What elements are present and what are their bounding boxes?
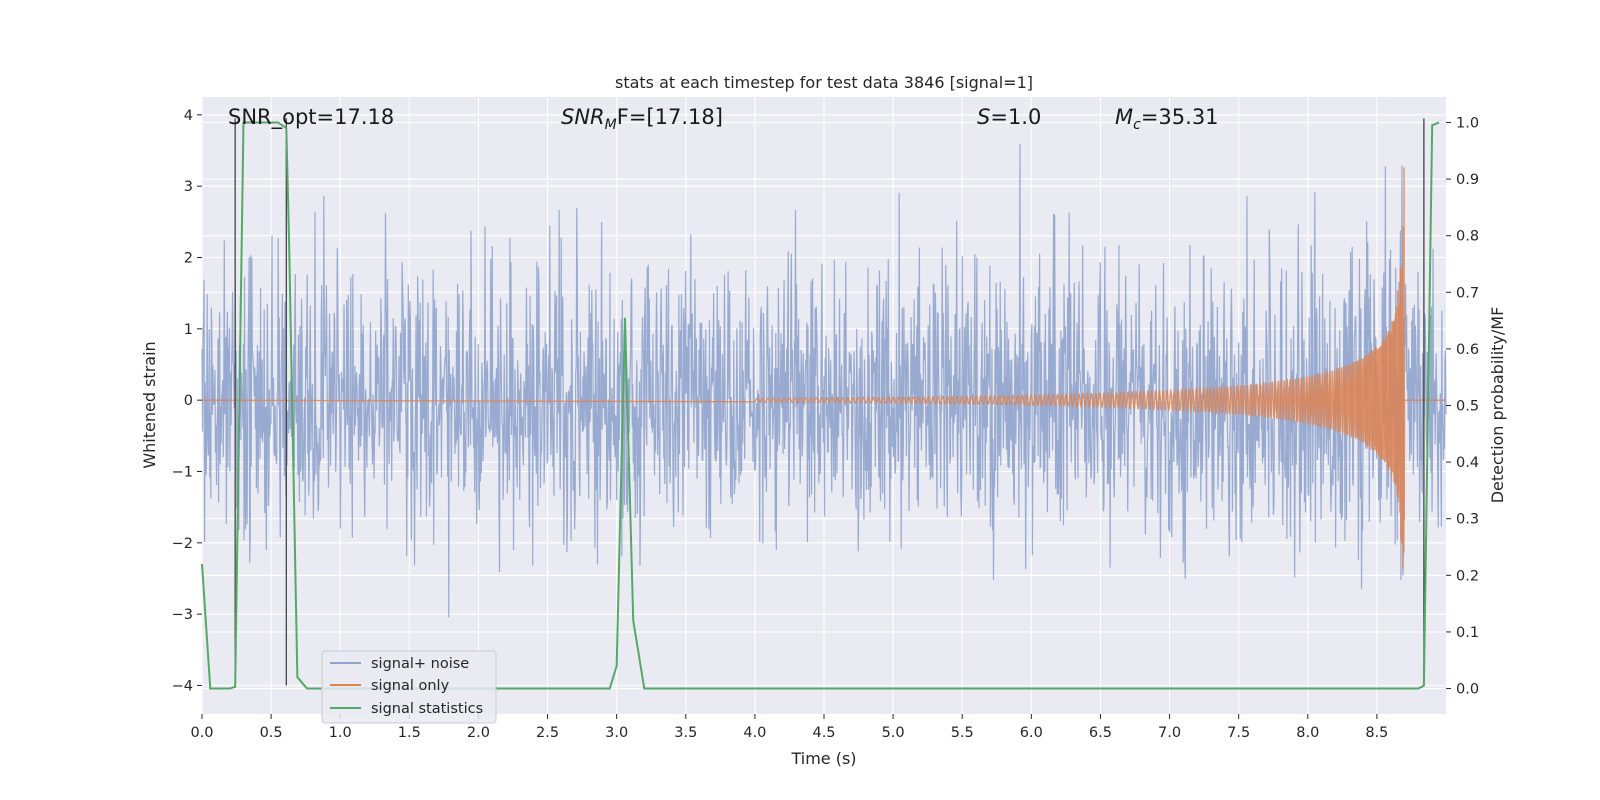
- annotation-mc-value: =35.31: [1141, 105, 1219, 129]
- x-tick-label: 6.0: [1020, 725, 1043, 741]
- y-tick-label: −2: [172, 536, 193, 552]
- series-signal-noise-line: [201, 143, 1447, 618]
- y2-tick-label: 0.1: [1456, 625, 1479, 641]
- x-tick-label: 1.0: [329, 725, 352, 741]
- x-tick-label: 8.0: [1296, 725, 1319, 741]
- y2-tick-label: 0.5: [1456, 399, 1479, 415]
- y-tick-label: 3: [184, 179, 193, 195]
- x-tick-label: 8.5: [1365, 725, 1388, 741]
- y2-tick-label: 0.3: [1456, 512, 1479, 528]
- y2-tick-label: 0.2: [1456, 568, 1479, 584]
- x-tick-label: 2.5: [536, 725, 559, 741]
- y2-tick-label: 0.0: [1456, 682, 1479, 698]
- legend: signal+ noise signal only signal statist…: [321, 650, 497, 724]
- y2-tick-label: 0.8: [1456, 229, 1479, 245]
- x-tick-label: 4.0: [743, 725, 766, 741]
- legend-label-statistics: signal statistics: [371, 701, 483, 717]
- y2-axis-label: Detection probability/MF: [1488, 307, 1507, 504]
- annotation-s-value: =1.0: [990, 105, 1041, 129]
- x-tick-label: 2.0: [467, 725, 490, 741]
- x-tick-label: 6.5: [1089, 725, 1112, 741]
- y2-tick-label: 0.9: [1456, 172, 1479, 188]
- x-tick-label: 0.5: [260, 725, 283, 741]
- annotation-snr-mf: SNRMF=[17.18]: [561, 105, 723, 133]
- y-tick-label: −1: [172, 464, 193, 480]
- y-tick-label: 1: [184, 322, 193, 338]
- annotation-s: S=1.0: [977, 105, 1041, 129]
- legend-box: [321, 650, 497, 724]
- y2-tick-label: 0.4: [1456, 455, 1479, 471]
- series-signal-only-line: [201, 167, 1446, 570]
- x-tick-label: 0.0: [190, 725, 213, 741]
- annotation-snr-mf-value: F=[17.18]: [617, 105, 723, 129]
- x-tick-label: 5.5: [951, 725, 974, 741]
- annotation-mc: Mc=35.31: [1115, 105, 1219, 133]
- y2-tick-label: 1.0: [1456, 115, 1479, 131]
- annotation-snr-opt: SNR_opt=17.18: [228, 105, 394, 130]
- annotation-snr-mf-subscript: M: [605, 117, 617, 133]
- x-tick-label: 4.5: [812, 725, 835, 741]
- y-axis-label: Whitened strain: [140, 341, 159, 468]
- y-tick-label: −3: [172, 607, 193, 623]
- x-tick-label: 5.0: [882, 725, 905, 741]
- y-tick-label: 2: [184, 250, 193, 266]
- y-tick-label: 4: [184, 108, 193, 124]
- x-tick-label: 3.5: [674, 725, 697, 741]
- annotation-mc-symbol: M: [1115, 105, 1133, 129]
- x-tick-label: 7.5: [1227, 725, 1250, 741]
- annotation-mc-subscript: c: [1133, 117, 1141, 133]
- y2-tick-label: 0.7: [1456, 285, 1479, 301]
- x-tick-label: 1.5: [398, 725, 421, 741]
- legend-label-signal: signal only: [371, 678, 450, 694]
- x-tick-label: 7.0: [1158, 725, 1181, 741]
- legend-label-noise: signal+ noise: [371, 656, 469, 672]
- annotation-s-symbol: S: [977, 105, 990, 129]
- annotation-snr-mf-symbol: SNR: [561, 105, 605, 129]
- y-tick-label: −4: [172, 678, 193, 694]
- x-tick-label: 3.0: [605, 725, 628, 741]
- y-tick-label: 0: [184, 393, 193, 409]
- chart-title: stats at each timestep for test data 384…: [615, 73, 1033, 92]
- y2-tick-label: 0.6: [1456, 342, 1479, 358]
- x-axis-label: Time (s): [790, 749, 856, 768]
